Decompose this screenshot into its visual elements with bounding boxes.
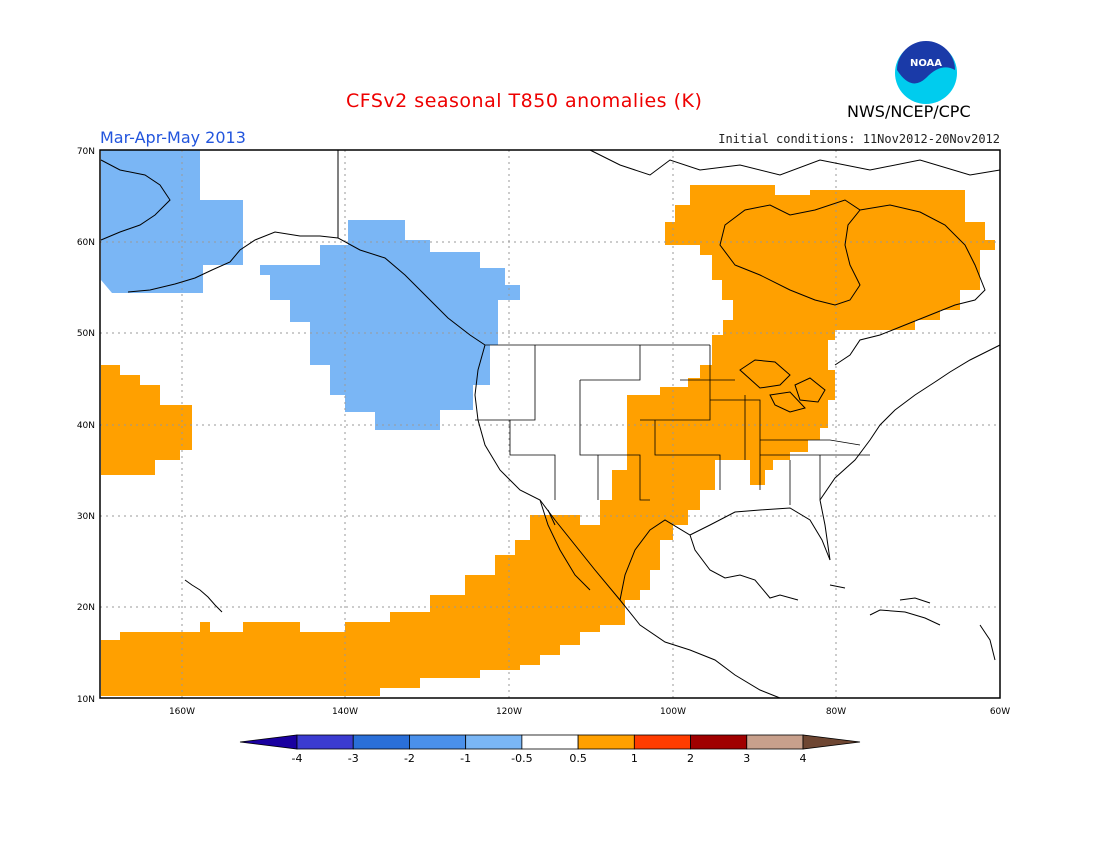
colorbar-tick-label: -2 xyxy=(404,752,415,765)
coastline-baja xyxy=(539,499,591,591)
colorbar-swatch xyxy=(633,734,691,750)
lon-label: 60W xyxy=(990,707,1010,717)
coastline-east xyxy=(819,344,1001,561)
lon-label: 160W xyxy=(169,707,195,717)
lat-label: 60N xyxy=(77,238,95,248)
lat-label: 40N xyxy=(77,421,95,431)
lon-label: 120W xyxy=(496,707,522,717)
colorbar-tick-label: -4 xyxy=(292,752,303,765)
lat-label: 50N xyxy=(77,329,95,339)
colorbar-tick-label: 4 xyxy=(800,752,807,765)
lon-label: 80W xyxy=(826,707,846,717)
colorbar-tick-label: 2 xyxy=(687,752,694,765)
colorbar-swatch xyxy=(465,734,523,750)
lon-label: 140W xyxy=(332,707,358,717)
colorbar-swatch xyxy=(409,734,467,750)
colorbar-tick-label: 0.5 xyxy=(569,752,587,765)
colorbar-swatch xyxy=(521,734,579,750)
lon-label: 100W xyxy=(660,707,686,717)
lat-labels: 70N 60N 50N 40N 30N 20N 10N xyxy=(77,147,95,705)
colorbar-tick-label: 1 xyxy=(631,752,638,765)
colorbar-swatch xyxy=(352,734,410,750)
map-frame xyxy=(99,149,1001,699)
lat-label: 10N xyxy=(77,695,95,705)
initial-conditions-label: Initial conditions: 11Nov2012-20Nov2012 xyxy=(718,132,1000,146)
colorbar-arrow-low xyxy=(239,734,298,750)
coastline-hudson-bay xyxy=(719,199,861,306)
coastline-arctic-islands xyxy=(589,149,1001,176)
great-lakes xyxy=(739,359,826,413)
coastline-alaska xyxy=(127,150,486,346)
map-title: CFSv2 seasonal T850 anomalies (K) xyxy=(346,90,703,112)
anomaly-region-subtropical-pacific xyxy=(101,185,995,696)
colorbar-swatch xyxy=(746,734,804,750)
coastline-siberia xyxy=(100,159,171,241)
agency-label: NWS/NCEP/CPC xyxy=(847,102,971,121)
colorbar-swatch xyxy=(577,734,635,750)
noaa-logo: NOAA xyxy=(895,41,957,104)
logo-text: NOAA xyxy=(910,58,942,69)
lat-label: 20N xyxy=(77,603,95,613)
colorbar-arrow-high xyxy=(802,734,861,750)
shading-layer xyxy=(101,150,995,696)
anomaly-region-east-pacific xyxy=(101,365,192,475)
season-label: Mar-Apr-May 2013 xyxy=(100,128,246,147)
anomaly-region-bering xyxy=(101,150,243,293)
colorbar-tick-label: -1 xyxy=(460,752,471,765)
colorbar-swatch xyxy=(690,734,748,750)
lat-label: 30N xyxy=(77,512,95,522)
coastline-gulf xyxy=(619,507,831,601)
state-boundaries xyxy=(475,344,870,505)
lon-labels: 160W 140W 120W 100W 80W 60W xyxy=(169,707,1010,717)
colorbar-tick-label: 3 xyxy=(743,752,750,765)
coastline-labrador xyxy=(834,204,986,366)
colorbar: -4 -3 -2 -1 -0.5 0.5 1 2 3 4 xyxy=(239,734,861,765)
anomaly-region-gulf-of-alaska xyxy=(260,220,520,430)
coastline-caribbean xyxy=(829,584,996,661)
lat-label: 70N xyxy=(77,147,95,157)
coastline-hawaii xyxy=(184,579,223,613)
colorbar-tick-label: -3 xyxy=(348,752,359,765)
colorbar-swatch xyxy=(296,734,354,750)
colorbar-tick-label: -0.5 xyxy=(511,752,532,765)
